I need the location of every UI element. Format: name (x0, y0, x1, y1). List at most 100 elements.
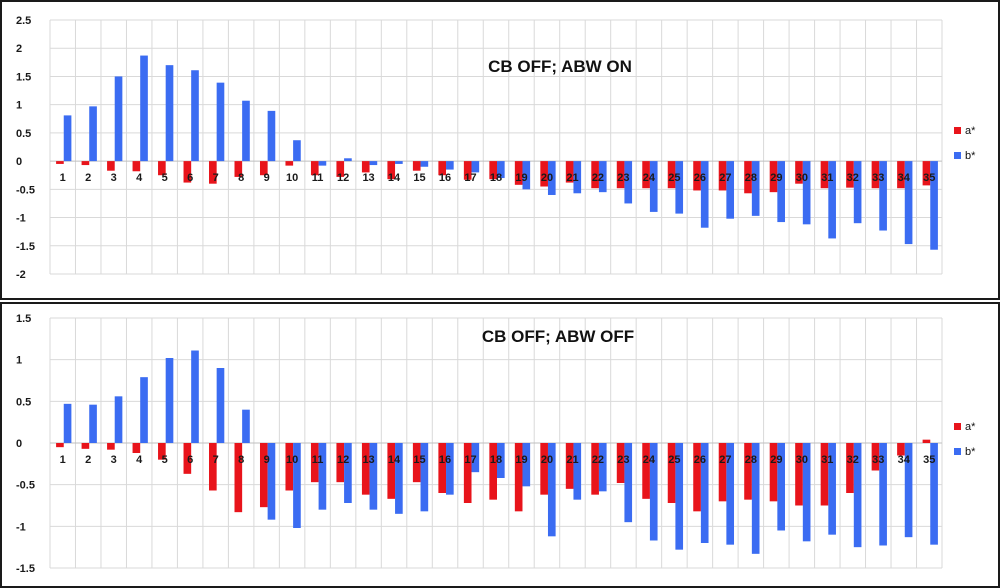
x-tick-label: 10 (286, 454, 298, 466)
bar-a-star (310, 443, 319, 483)
bar-b-star (853, 443, 862, 548)
x-tick-label: 34 (898, 172, 911, 184)
x-tick-label: 20 (541, 172, 553, 184)
legend-swatch (954, 423, 961, 430)
bar-a-star (744, 443, 752, 500)
y-tick-label: -2 (16, 269, 26, 281)
bar-b-star (726, 443, 735, 545)
bar-a-star (769, 443, 778, 502)
bar-b-star (547, 443, 556, 537)
x-tick-label: 27 (719, 454, 731, 466)
bar-b-star (89, 106, 97, 162)
bar-a-star (693, 161, 701, 191)
y-tick-label: 0 (16, 438, 22, 450)
bar-a-star (438, 161, 447, 176)
bar-a-star (285, 161, 294, 166)
bar-a-star (259, 443, 268, 508)
bar-b-star (930, 443, 938, 545)
bar-b-star (114, 396, 123, 443)
bar-a-star (158, 161, 166, 176)
bar-b-star (395, 161, 403, 164)
chart-panel-top: 2.5 2 1.5 1 0.5 0 -0.5 -1 -1.5 -2 1 2 3 4 5 6 7 8 9 10 11 12 1… (0, 0, 1000, 300)
bar-b-star (700, 161, 709, 228)
x-tick-label: 35 (923, 454, 935, 466)
bar-a-star (616, 443, 625, 483)
bar-a-star (718, 161, 727, 191)
bar-b-star (828, 161, 836, 239)
bar-a-star (922, 439, 931, 443)
y-tick-label: 0.5 (16, 128, 31, 140)
bar-b-star (700, 443, 709, 543)
bar-a-star (438, 443, 447, 493)
bar-a-star (514, 443, 523, 512)
bar-b-star (344, 443, 352, 503)
bar-b-star (63, 115, 72, 162)
bar-a-star (412, 161, 421, 171)
bar-a-star (591, 443, 599, 495)
bar-a-star (463, 443, 472, 503)
bar-b-star (751, 443, 760, 554)
bar-a-star (259, 161, 268, 176)
x-tick-label: 12 (337, 172, 349, 184)
bar-b-star (726, 161, 735, 219)
bar-a-star (795, 443, 803, 506)
x-tick-label: 31 (821, 454, 833, 466)
x-tick-label: 6 (187, 454, 193, 466)
x-tick-label: 14 (388, 454, 401, 466)
bar-b-star (267, 443, 276, 520)
bar-a-star (387, 161, 396, 180)
x-tick-label: 4 (136, 172, 143, 184)
x-tick-label: 17 (464, 172, 476, 184)
bar-b-star (879, 161, 887, 231)
bar-a-star (718, 443, 727, 502)
bar-b-star (242, 409, 250, 443)
y-tick-label: 1.5 (16, 313, 31, 325)
bar-b-star (802, 443, 811, 542)
bar-b-star (777, 161, 785, 223)
x-tick-label: 2 (85, 172, 91, 184)
chart-title: CB OFF; ABW OFF (482, 327, 634, 346)
bar-b-star (471, 443, 480, 473)
bar-b-star (369, 161, 378, 166)
x-tick-label: 9 (264, 454, 270, 466)
x-tick-label: 18 (490, 454, 502, 466)
x-tick-label: 25 (668, 172, 680, 184)
bar-b-star (802, 161, 811, 225)
bar-a-star (56, 161, 64, 164)
bar-b-star (114, 76, 123, 162)
bar-a-star (209, 161, 217, 184)
bar-b-star (395, 443, 403, 514)
legend-swatch (954, 448, 961, 455)
x-tick-label: 27 (719, 172, 731, 184)
x-tick-label: 8 (238, 454, 244, 466)
bar-a-star (209, 443, 217, 491)
bar-b-star (649, 161, 658, 212)
legend-label: b* (965, 446, 976, 458)
bar-a-star (234, 443, 243, 513)
x-tick-label: 24 (643, 172, 656, 184)
x-tick-label: 35 (923, 172, 935, 184)
bar-b-star (293, 443, 301, 528)
bar-b-star (853, 161, 862, 224)
x-tick-label: 16 (439, 454, 451, 466)
bar-a-star (642, 443, 650, 499)
y-tick-label: -1 (16, 521, 26, 533)
bar-a-star (158, 443, 166, 460)
x-tick-label: 25 (668, 454, 680, 466)
x-tick-label: 28 (745, 454, 757, 466)
bar-b-star (318, 161, 327, 166)
bar-a-star (693, 443, 701, 512)
y-tick-label: 2 (16, 43, 22, 55)
bar-b-star (191, 70, 199, 162)
bar-b-star (649, 443, 658, 541)
x-tick-label: 13 (362, 172, 374, 184)
bar-b-star (930, 161, 938, 250)
bar-a-star (897, 443, 905, 456)
bar-b-star (165, 358, 174, 443)
bar-b-star (420, 161, 429, 167)
x-tick-label: 34 (898, 454, 911, 466)
x-tick-label: 28 (745, 172, 757, 184)
x-tick-label: 7 (213, 172, 219, 184)
bar-b-star (904, 443, 913, 538)
bar-b-star (879, 443, 887, 546)
